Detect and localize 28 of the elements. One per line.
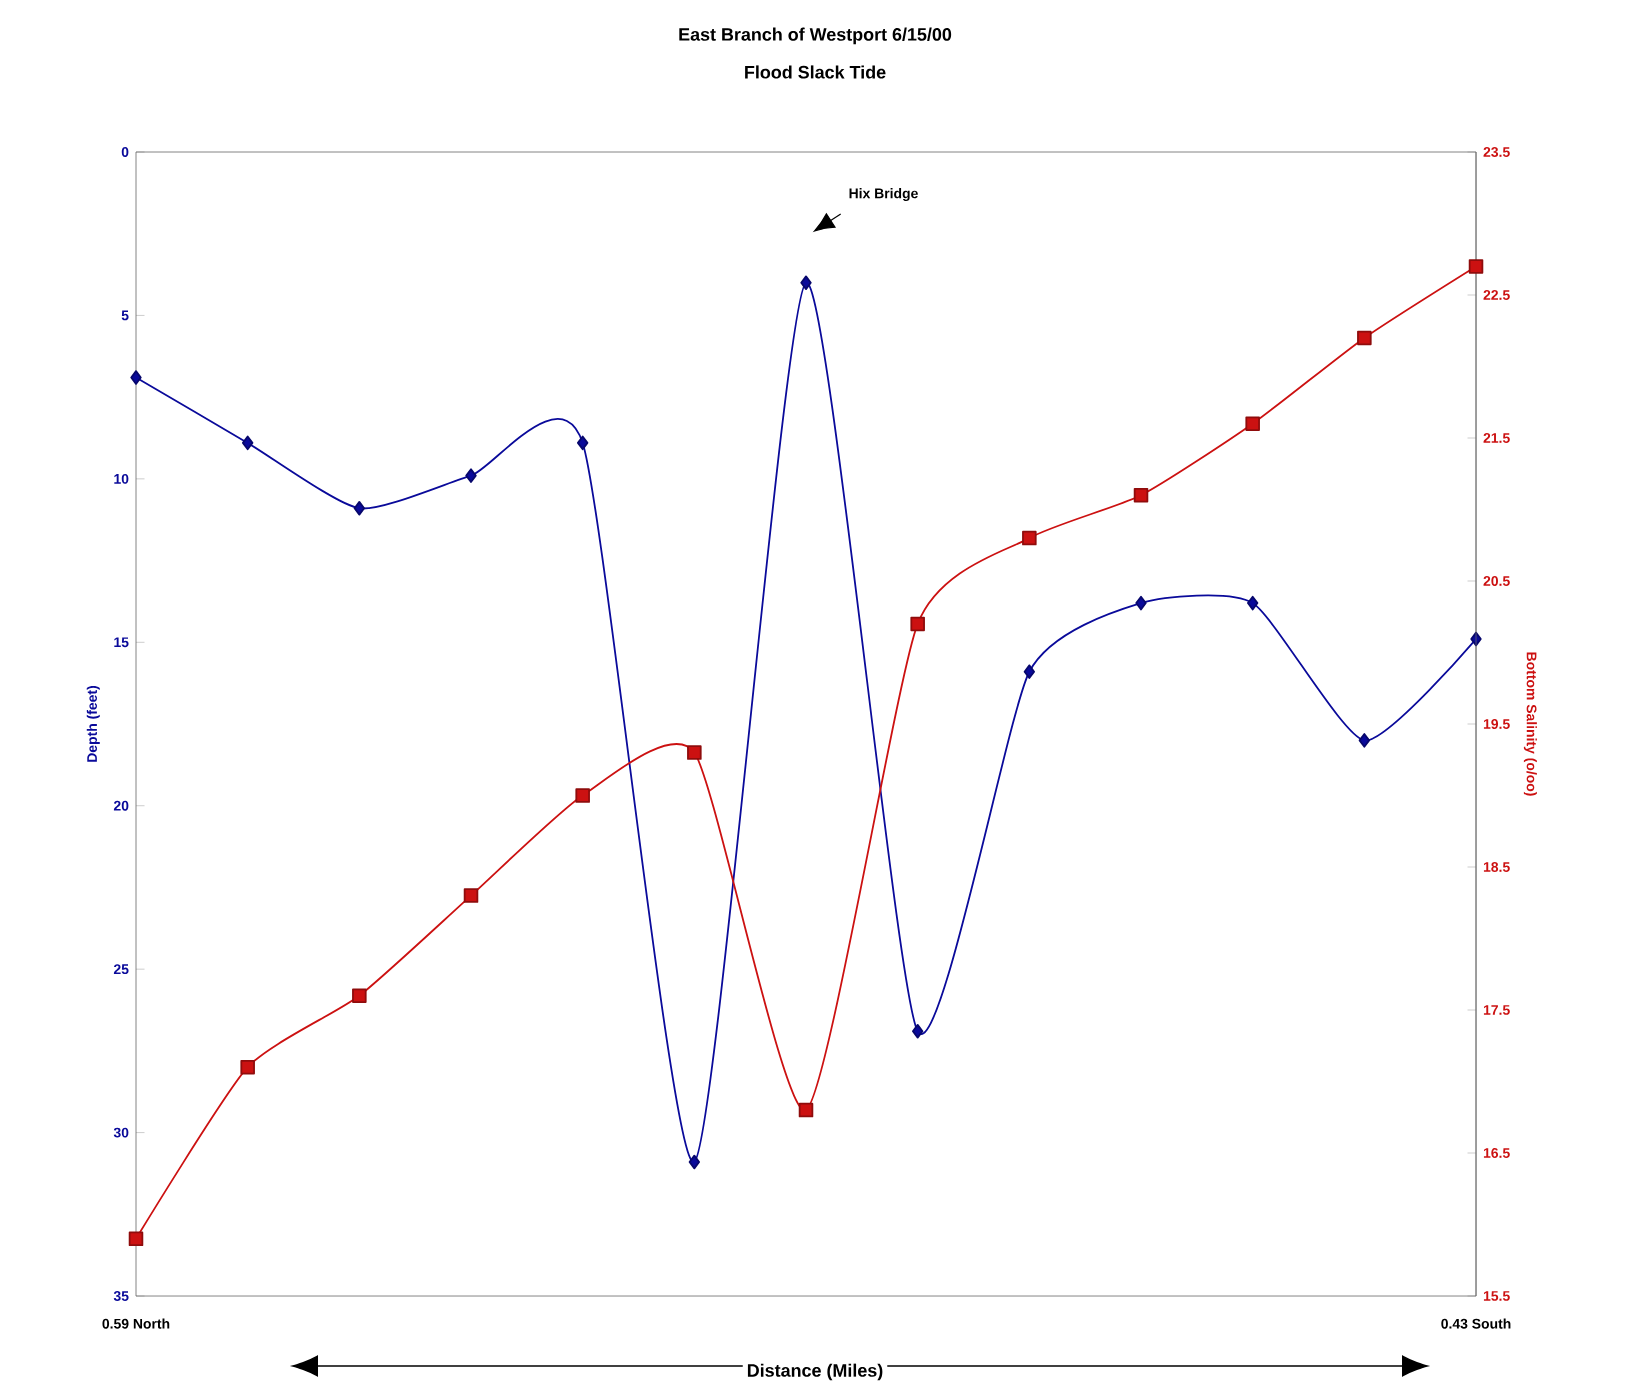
point <box>798 1102 814 1118</box>
point <box>1468 259 1484 274</box>
point <box>800 275 812 291</box>
point <box>353 501 366 516</box>
point <box>1358 733 1371 748</box>
point <box>1357 330 1372 346</box>
x-axis-title: Distance (Miles) <box>747 1363 883 1381</box>
point <box>463 888 479 903</box>
chart-subtitle: Flood Slack Tide <box>745 65 886 79</box>
point <box>1022 530 1037 546</box>
point <box>575 788 590 803</box>
point <box>130 370 142 385</box>
point <box>241 435 254 451</box>
point <box>1247 595 1259 611</box>
point <box>687 745 702 760</box>
point <box>1245 416 1260 431</box>
point <box>911 1023 924 1039</box>
point <box>240 1059 255 1075</box>
point <box>465 468 477 483</box>
point <box>128 1231 144 1247</box>
point <box>1135 595 1147 611</box>
point <box>1023 664 1036 679</box>
point <box>352 988 367 1003</box>
chart-title: East Branch of Westport 6/15/00 <box>679 27 952 45</box>
point <box>1133 487 1149 503</box>
point <box>688 1154 701 1170</box>
point <box>910 616 925 632</box>
point <box>576 435 589 451</box>
